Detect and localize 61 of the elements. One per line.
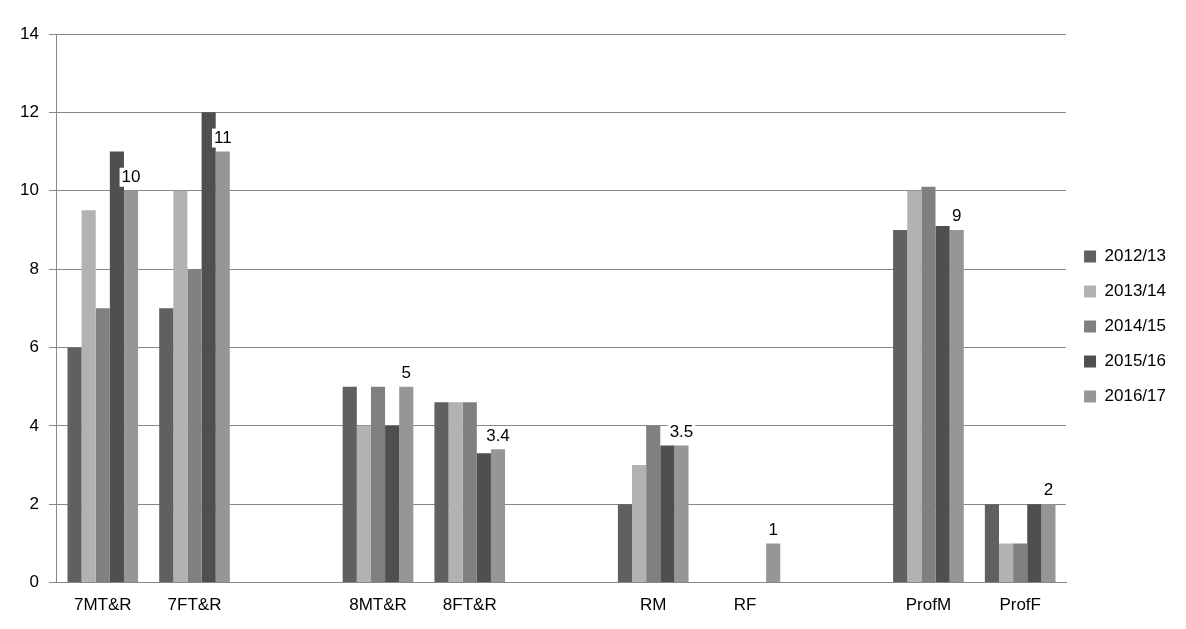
bar <box>949 229 964 583</box>
y-tick-label: 12 <box>19 102 39 122</box>
data-label: 3.5 <box>669 421 694 441</box>
bar <box>173 190 188 583</box>
bar <box>984 504 999 583</box>
x-tick-label: ProfF <box>999 595 1041 615</box>
legend-label: 2016/17 <box>1104 386 1166 406</box>
x-tick-label: 8MT&R <box>349 595 407 615</box>
bar <box>159 308 174 583</box>
bar <box>123 190 139 583</box>
y-tick-label: 0 <box>29 572 39 592</box>
bar <box>109 151 124 583</box>
bar <box>67 347 82 583</box>
y-tick-label: 2 <box>29 493 39 513</box>
bar <box>660 445 675 583</box>
y-tick-label: 14 <box>19 23 39 43</box>
bar <box>1041 504 1056 583</box>
legend-label: 2014/15 <box>1104 316 1166 336</box>
x-tick-label: RF <box>733 595 757 615</box>
bar <box>998 543 1014 583</box>
bar <box>385 425 400 583</box>
data-label: 10 <box>121 166 141 186</box>
bar <box>95 308 110 583</box>
data-label: 3.4 <box>486 425 510 445</box>
bar <box>187 269 202 583</box>
bar <box>893 229 908 583</box>
data-label: 9 <box>951 206 962 226</box>
data-label: 1 <box>768 519 778 539</box>
bar <box>1027 504 1042 583</box>
bar <box>632 465 647 583</box>
bar <box>342 386 357 583</box>
bar <box>201 112 216 583</box>
bar <box>399 386 414 583</box>
legend-label: 2013/14 <box>1104 281 1166 301</box>
bar <box>766 543 781 583</box>
x-tick-label: 7FT&R <box>167 595 222 615</box>
x-tick-label: ProfM <box>905 595 952 615</box>
bar <box>674 445 689 583</box>
bar <box>1013 543 1028 583</box>
bar <box>434 402 449 583</box>
legend-label: 2015/16 <box>1104 351 1166 371</box>
bar <box>81 210 96 583</box>
bar <box>935 226 950 583</box>
data-label: 11 <box>213 127 232 147</box>
bar <box>617 504 633 583</box>
bar <box>215 151 230 583</box>
x-tick-label: 7MT&R <box>73 595 132 615</box>
bar <box>907 190 922 583</box>
y-tick-label: 4 <box>29 415 39 435</box>
y-tick-label: 8 <box>29 258 39 278</box>
legend-label: 2012/13 <box>1104 246 1166 266</box>
data-label: 2 <box>1043 480 1054 500</box>
bar <box>490 449 506 583</box>
y-tick-label: 6 <box>29 337 39 357</box>
data-label: 5 <box>401 362 411 382</box>
x-tick-label: 8FT&R <box>442 595 497 615</box>
y-tick-label: 10 <box>19 180 39 200</box>
bar <box>356 425 371 583</box>
bar <box>448 402 463 583</box>
bar <box>476 453 491 583</box>
x-tick-label: RM <box>639 595 667 615</box>
